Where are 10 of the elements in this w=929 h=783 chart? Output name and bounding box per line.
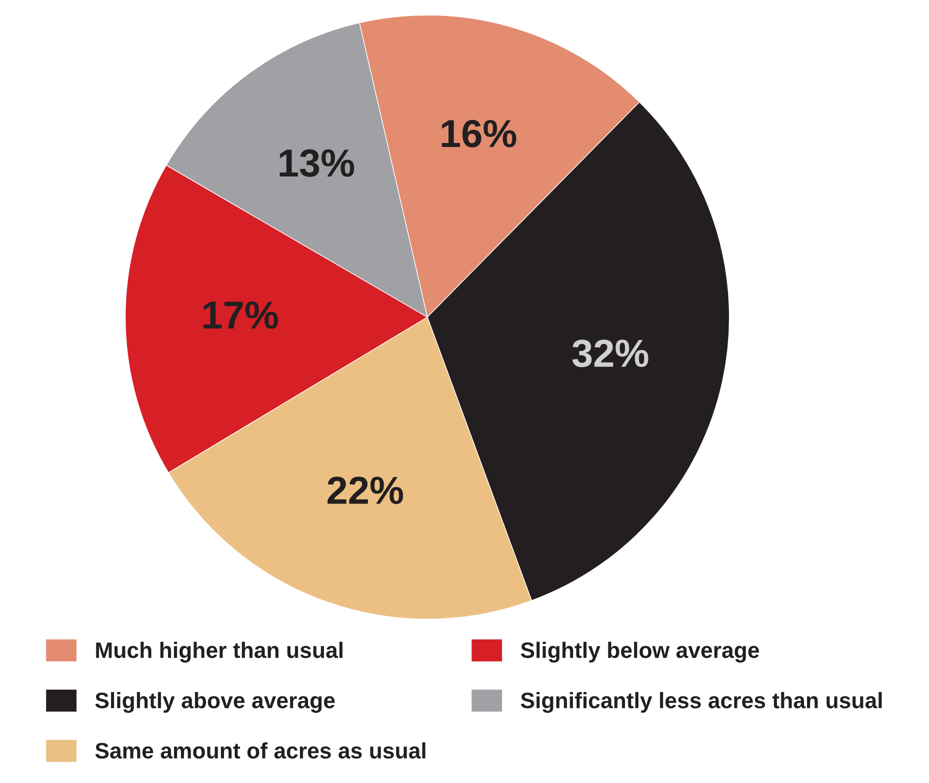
data-label: 16%: [442, 120, 516, 148]
data-label: 13%: [280, 149, 354, 177]
legend-label: Significantly less acres than usual: [520, 692, 882, 713]
data-label: 32%: [572, 340, 648, 368]
legend-label: Slightly below average: [520, 642, 760, 663]
legend-label: Slightly above average: [95, 692, 335, 713]
data-label: 17%: [204, 301, 278, 329]
legend-label: Same amount of acres as usual: [95, 742, 426, 759]
data-label: 22%: [328, 476, 404, 504]
legend-label: Much higher than usual: [96, 642, 342, 663]
